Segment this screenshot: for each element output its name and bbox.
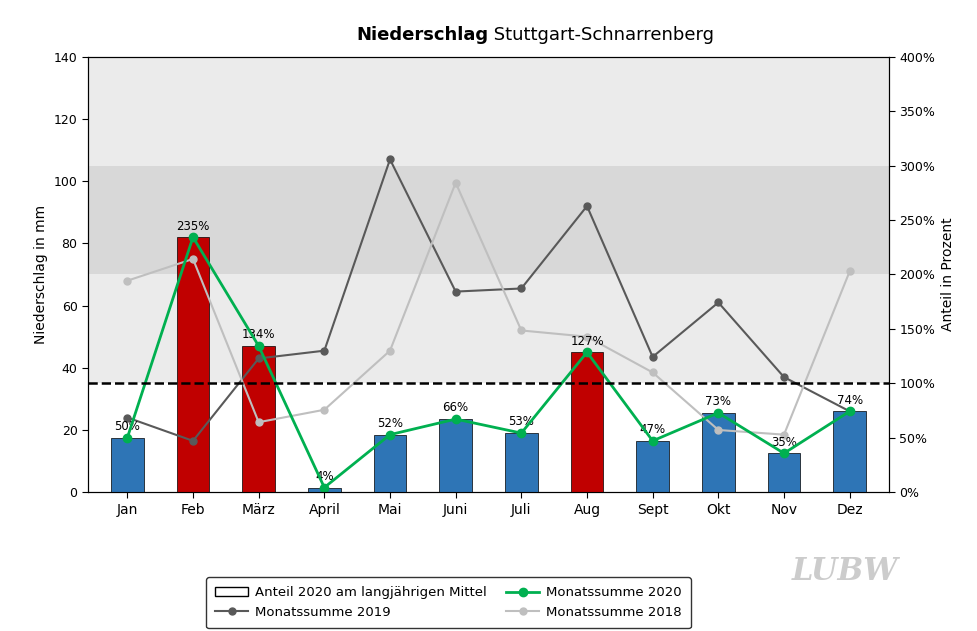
Bar bbox=[177, 237, 209, 492]
Text: 52%: 52% bbox=[377, 417, 403, 430]
Bar bbox=[505, 433, 537, 492]
Bar bbox=[636, 441, 669, 492]
Bar bbox=[88, 165, 889, 274]
Bar bbox=[88, 383, 889, 492]
Bar bbox=[242, 346, 276, 492]
Text: 35%: 35% bbox=[771, 435, 797, 449]
Text: 66%: 66% bbox=[443, 401, 469, 415]
Y-axis label: Anteil in Prozent: Anteil in Prozent bbox=[941, 218, 955, 331]
Text: 73%: 73% bbox=[705, 395, 732, 408]
Text: 53%: 53% bbox=[508, 415, 534, 428]
Legend: Anteil 2020 am langjährigen Mittel, Monatssumme 2019, Monatssumme 2020, Monatssu: Anteil 2020 am langjährigen Mittel, Mona… bbox=[206, 577, 691, 628]
Text: 50%: 50% bbox=[114, 420, 141, 433]
Text: 4%: 4% bbox=[315, 470, 333, 483]
Text: 235%: 235% bbox=[176, 220, 210, 232]
Bar bbox=[373, 435, 406, 492]
Bar bbox=[571, 352, 604, 492]
Bar bbox=[308, 488, 341, 492]
Bar bbox=[701, 413, 735, 492]
Y-axis label: Niederschlag in mm: Niederschlag in mm bbox=[34, 205, 48, 344]
Bar bbox=[440, 419, 472, 492]
Bar bbox=[768, 453, 800, 492]
Text: 47%: 47% bbox=[640, 423, 665, 436]
Text: Niederschlag: Niederschlag bbox=[357, 26, 488, 44]
Text: Stuttgart-Schnarrenberg: Stuttgart-Schnarrenberg bbox=[488, 26, 714, 44]
Text: 134%: 134% bbox=[242, 328, 276, 341]
Bar bbox=[111, 438, 144, 492]
Bar bbox=[88, 57, 889, 165]
Text: 127%: 127% bbox=[571, 334, 604, 348]
Text: 74%: 74% bbox=[836, 394, 863, 406]
Bar bbox=[833, 411, 866, 492]
Text: LUBW: LUBW bbox=[791, 555, 899, 587]
Bar bbox=[88, 274, 889, 383]
